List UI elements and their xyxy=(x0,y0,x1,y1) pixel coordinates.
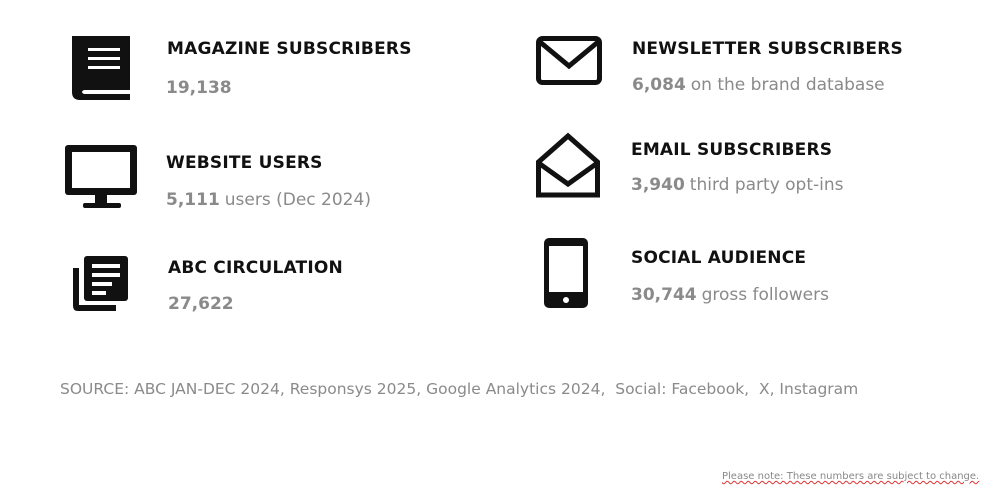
value-suffix: third party opt-ins xyxy=(689,175,844,195)
news-icon xyxy=(73,256,128,311)
item-value: 30,744 gross followers xyxy=(631,285,829,305)
open-envelope-icon xyxy=(536,132,600,198)
phone-icon xyxy=(544,238,588,308)
value-number: 3,940 xyxy=(631,175,685,195)
item-title: NEWSLETTER SUBSCRIBERS xyxy=(632,39,903,59)
item-title: WEBSITE USERS xyxy=(166,153,323,173)
item-value: 19,138 xyxy=(166,78,232,98)
monitor-icon xyxy=(65,145,137,208)
value-number: 30,744 xyxy=(631,285,697,305)
item-title: EMAIL SUBSCRIBERS xyxy=(631,140,833,160)
value-number: 6,084 xyxy=(632,75,686,95)
item-title: MAGAZINE SUBSCRIBERS xyxy=(167,39,412,59)
item-title: SOCIAL AUDIENCE xyxy=(631,248,807,268)
item-value: 6,084 on the brand database xyxy=(632,75,885,95)
value-number: 19,138 xyxy=(166,78,232,98)
item-title: ABC CIRCULATION xyxy=(168,258,343,278)
footnote: Please note: These numbers are subject t… xyxy=(722,471,980,482)
item-value: 5,111 users (Dec 2024) xyxy=(166,190,371,210)
value-suffix: gross followers xyxy=(701,285,829,305)
item-value: 3,940 third party opt-ins xyxy=(631,175,844,195)
value-number: 27,622 xyxy=(168,294,234,314)
value-suffix: users (Dec 2024) xyxy=(224,190,371,210)
value-number: 5,111 xyxy=(166,190,220,210)
item-value: 27,622 xyxy=(168,294,234,314)
value-suffix: on the brand database xyxy=(690,75,885,95)
source-line: SOURCE: ABC JAN-DEC 2024, Responsys 2025… xyxy=(60,380,859,398)
book-icon xyxy=(72,36,130,100)
envelope-icon xyxy=(536,36,602,85)
